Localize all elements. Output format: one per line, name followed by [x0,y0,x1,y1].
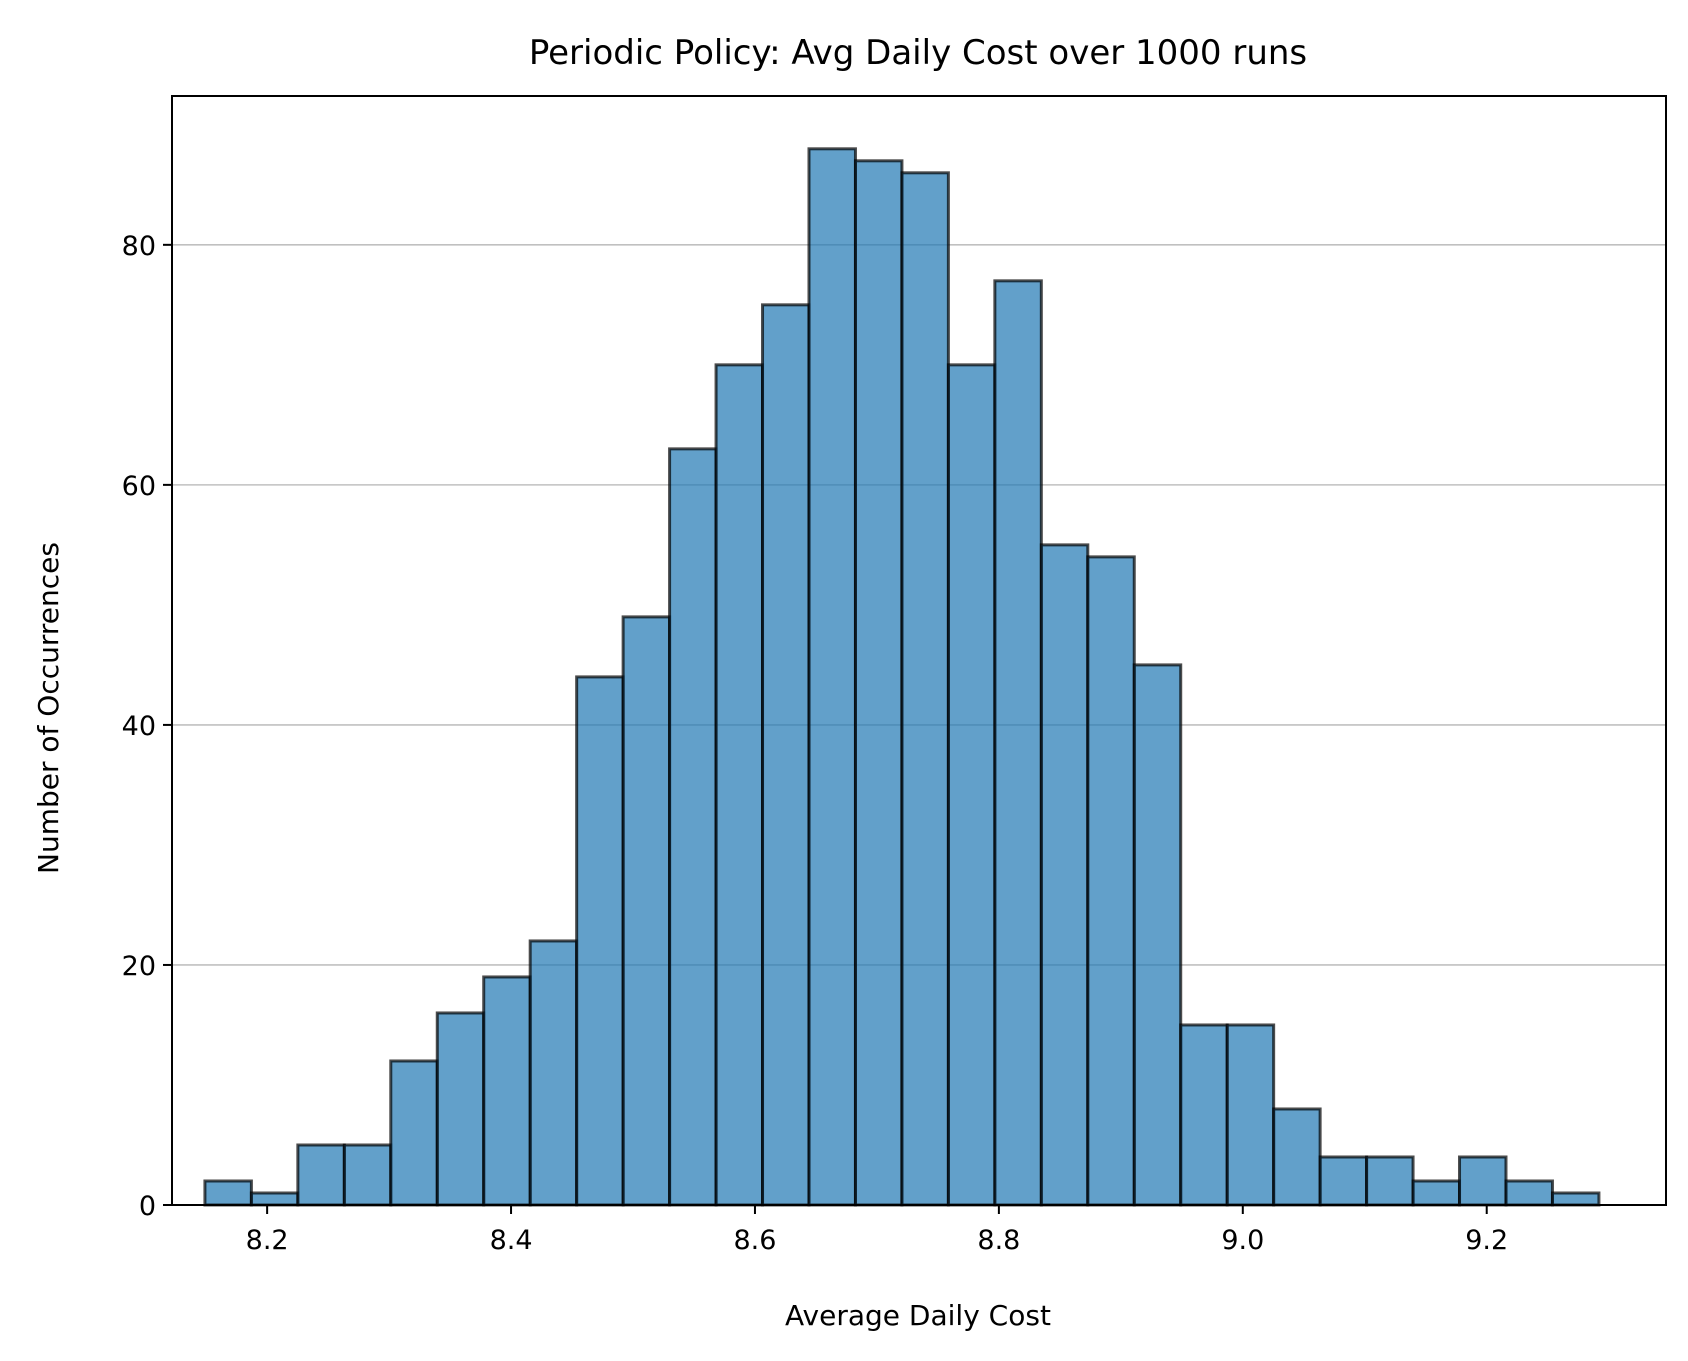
histogram-bar [807,147,857,1207]
histogram-bar [203,1179,253,1207]
chart-title: Periodic Policy: Avg Daily Cost over 100… [529,33,1307,73]
histogram-bar [993,279,1043,1207]
histogram-bar [621,615,672,1207]
x-tick-label: 8.2 [246,1225,289,1256]
y-tick-label: 80 [122,231,156,262]
x-tick-label: 8.4 [490,1225,533,1256]
histogram-bar [342,1143,393,1207]
x-tick-label: 8.8 [977,1225,1020,1256]
histogram-bar [1504,1179,1554,1207]
x-tick-label: 9.2 [1465,1225,1508,1256]
histogram-bar [714,363,765,1207]
histogram-bar [389,1059,439,1207]
histogram-bar [1039,543,1090,1207]
x-tick-label: 9.0 [1221,1225,1264,1256]
histogram-bar [1272,1107,1322,1207]
histogram-bar [296,1143,346,1207]
y-axis-ticks: 0 20 40 60 80 [122,231,172,1222]
y-tick-label: 40 [122,711,156,742]
histogram-bar [528,939,579,1207]
histogram-bar [1550,1191,1601,1207]
plot-area-frame [171,95,1667,1206]
y-tick-label: 0 [139,1191,156,1222]
histogram-bar [482,975,532,1207]
histogram-bar [1318,1155,1369,1207]
y-tick-label: 20 [122,951,156,982]
histogram-bar [900,171,950,1207]
histogram-bar [946,363,997,1207]
histogram-bar [761,303,811,1207]
histogram-bar [575,675,625,1207]
x-tick-label: 8.6 [733,1225,776,1256]
y-tick-label: 60 [122,471,156,502]
histogram-bar [249,1191,300,1207]
histogram-bar [1179,1023,1229,1207]
histogram-bar [435,1011,486,1207]
histogram-bar [1411,1179,1462,1207]
histogram-bar [853,159,904,1207]
x-axis-ticks: 8.2 8.4 8.6 8.8 9.0 9.2 [246,1205,1508,1256]
y-axis-title: Number of Occurrences [32,542,65,874]
x-axis-title: Average Daily Cost [785,1299,1051,1332]
histogram-bar [1132,663,1183,1207]
histogram-bar [1086,555,1136,1207]
histogram-bar [1225,1023,1276,1207]
histogram-bars [203,147,1601,1207]
histogram-bar [668,447,718,1207]
histogram-bar [1365,1155,1415,1207]
histogram-bar [1458,1155,1508,1207]
